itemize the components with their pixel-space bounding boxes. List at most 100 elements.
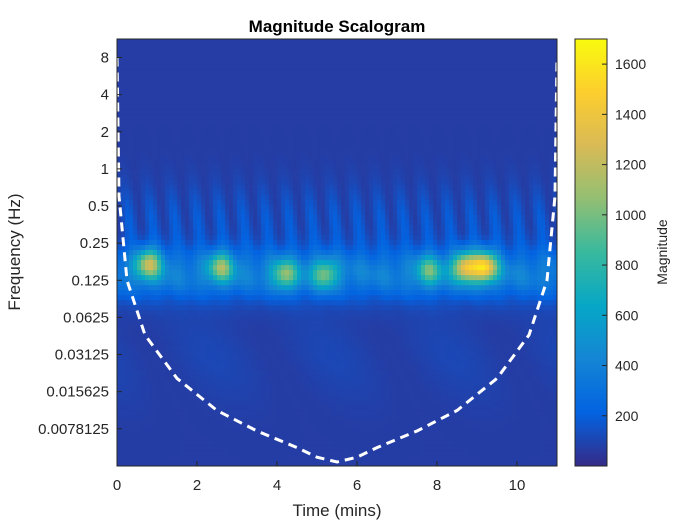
heatmap-cell <box>157 159 162 166</box>
heatmap-cell <box>177 325 182 331</box>
heatmap-cell <box>253 49 258 55</box>
heatmap-cell <box>329 290 334 296</box>
heatmap-cell <box>141 149 146 156</box>
heatmap-cell <box>313 159 318 166</box>
heatmap-cell <box>301 450 306 457</box>
heatmap-cell <box>185 159 190 166</box>
heatmap-cell <box>153 365 158 372</box>
heatmap-cell <box>221 194 226 201</box>
heatmap-cell <box>321 154 326 161</box>
heatmap-cell <box>169 355 174 362</box>
heatmap-cell <box>269 360 274 367</box>
heatmap-cell <box>185 109 190 115</box>
heatmap-cell <box>265 410 270 417</box>
heatmap-cell <box>237 460 242 466</box>
heatmap-cell <box>253 179 258 186</box>
heatmap-cell <box>337 194 342 201</box>
heatmap-cell <box>129 144 134 151</box>
heatmap-cell <box>161 300 166 306</box>
heatmap-cell <box>337 330 342 336</box>
heatmap-cell <box>297 425 302 432</box>
heatmap-cell <box>297 355 302 362</box>
heatmap-cell <box>261 295 266 301</box>
heatmap-cell <box>333 335 338 342</box>
heatmap-cell <box>261 450 266 457</box>
heatmap-cell <box>297 260 302 266</box>
heatmap-cell <box>293 229 298 236</box>
heatmap-cell <box>225 300 230 306</box>
heatmap-cell <box>241 74 246 80</box>
heatmap-cell <box>121 144 126 151</box>
heatmap-cell <box>125 275 130 281</box>
heatmap-cell <box>261 84 266 90</box>
heatmap-cell <box>197 154 202 161</box>
heatmap-cell <box>341 350 346 357</box>
heatmap-cell <box>245 179 250 186</box>
heatmap-cell <box>325 89 330 95</box>
heatmap-cell <box>241 44 246 50</box>
heatmap-cell <box>237 440 242 447</box>
heatmap-cell <box>225 204 230 211</box>
heatmap-cell <box>229 239 234 246</box>
heatmap-cell <box>141 275 146 281</box>
heatmap-cell <box>245 209 250 216</box>
heatmap-cell <box>325 325 330 331</box>
heatmap-cell <box>173 154 178 161</box>
heatmap-cell <box>157 450 162 457</box>
heatmap-cell <box>217 305 222 311</box>
heatmap-cell <box>273 275 278 281</box>
heatmap-cell <box>197 380 202 387</box>
heatmap-cell <box>349 280 354 286</box>
heatmap-cell <box>149 174 154 181</box>
heatmap-cell <box>297 405 302 412</box>
heatmap-cell <box>141 54 146 60</box>
heatmap-cell <box>121 280 126 286</box>
heatmap-cell <box>209 420 214 427</box>
heatmap-cell <box>225 219 230 226</box>
heatmap-cell <box>253 149 258 156</box>
heatmap-cell <box>161 79 166 85</box>
heatmap-cell <box>317 134 322 141</box>
heatmap-cell <box>185 370 190 377</box>
heatmap-cell <box>185 295 190 301</box>
heatmap-cell <box>125 445 130 452</box>
heatmap-cell <box>305 209 310 216</box>
heatmap-cell <box>257 94 262 100</box>
heatmap-cell <box>341 224 346 231</box>
heatmap-cell <box>149 280 154 286</box>
heatmap-cell <box>173 224 178 231</box>
heatmap-cell <box>177 229 182 236</box>
heatmap-cell <box>213 300 218 306</box>
heatmap-cell <box>205 49 210 55</box>
heatmap-cell <box>145 265 150 271</box>
heatmap-cell <box>185 239 190 246</box>
heatmap-cell <box>301 435 306 442</box>
heatmap-cell <box>277 109 282 115</box>
heatmap-cell <box>221 174 226 181</box>
heatmap-cell <box>141 39 146 45</box>
heatmap-cell <box>237 94 242 100</box>
heatmap-cell <box>125 305 130 311</box>
heatmap-cell <box>125 139 130 146</box>
heatmap-cell <box>201 204 206 211</box>
heatmap-cell <box>317 214 322 221</box>
heatmap-cell <box>201 149 206 156</box>
heatmap-cell <box>281 249 286 256</box>
heatmap-cell <box>265 455 270 462</box>
heatmap-cell <box>229 44 234 50</box>
heatmap-cell <box>149 460 154 466</box>
heatmap-cell <box>177 380 182 387</box>
heatmap-cell <box>281 109 286 115</box>
heatmap-cell <box>313 320 318 326</box>
heatmap-cell <box>325 204 330 211</box>
heatmap-cell <box>157 174 162 181</box>
heatmap-cell <box>229 94 234 100</box>
heatmap-cell <box>265 164 270 171</box>
heatmap-cell <box>293 204 298 211</box>
heatmap-cell <box>261 320 266 326</box>
heatmap-cell <box>129 149 134 156</box>
heatmap-cell <box>129 375 134 382</box>
heatmap-cell <box>193 189 198 196</box>
heatmap-cell <box>209 159 214 166</box>
heatmap-cell <box>261 169 266 176</box>
